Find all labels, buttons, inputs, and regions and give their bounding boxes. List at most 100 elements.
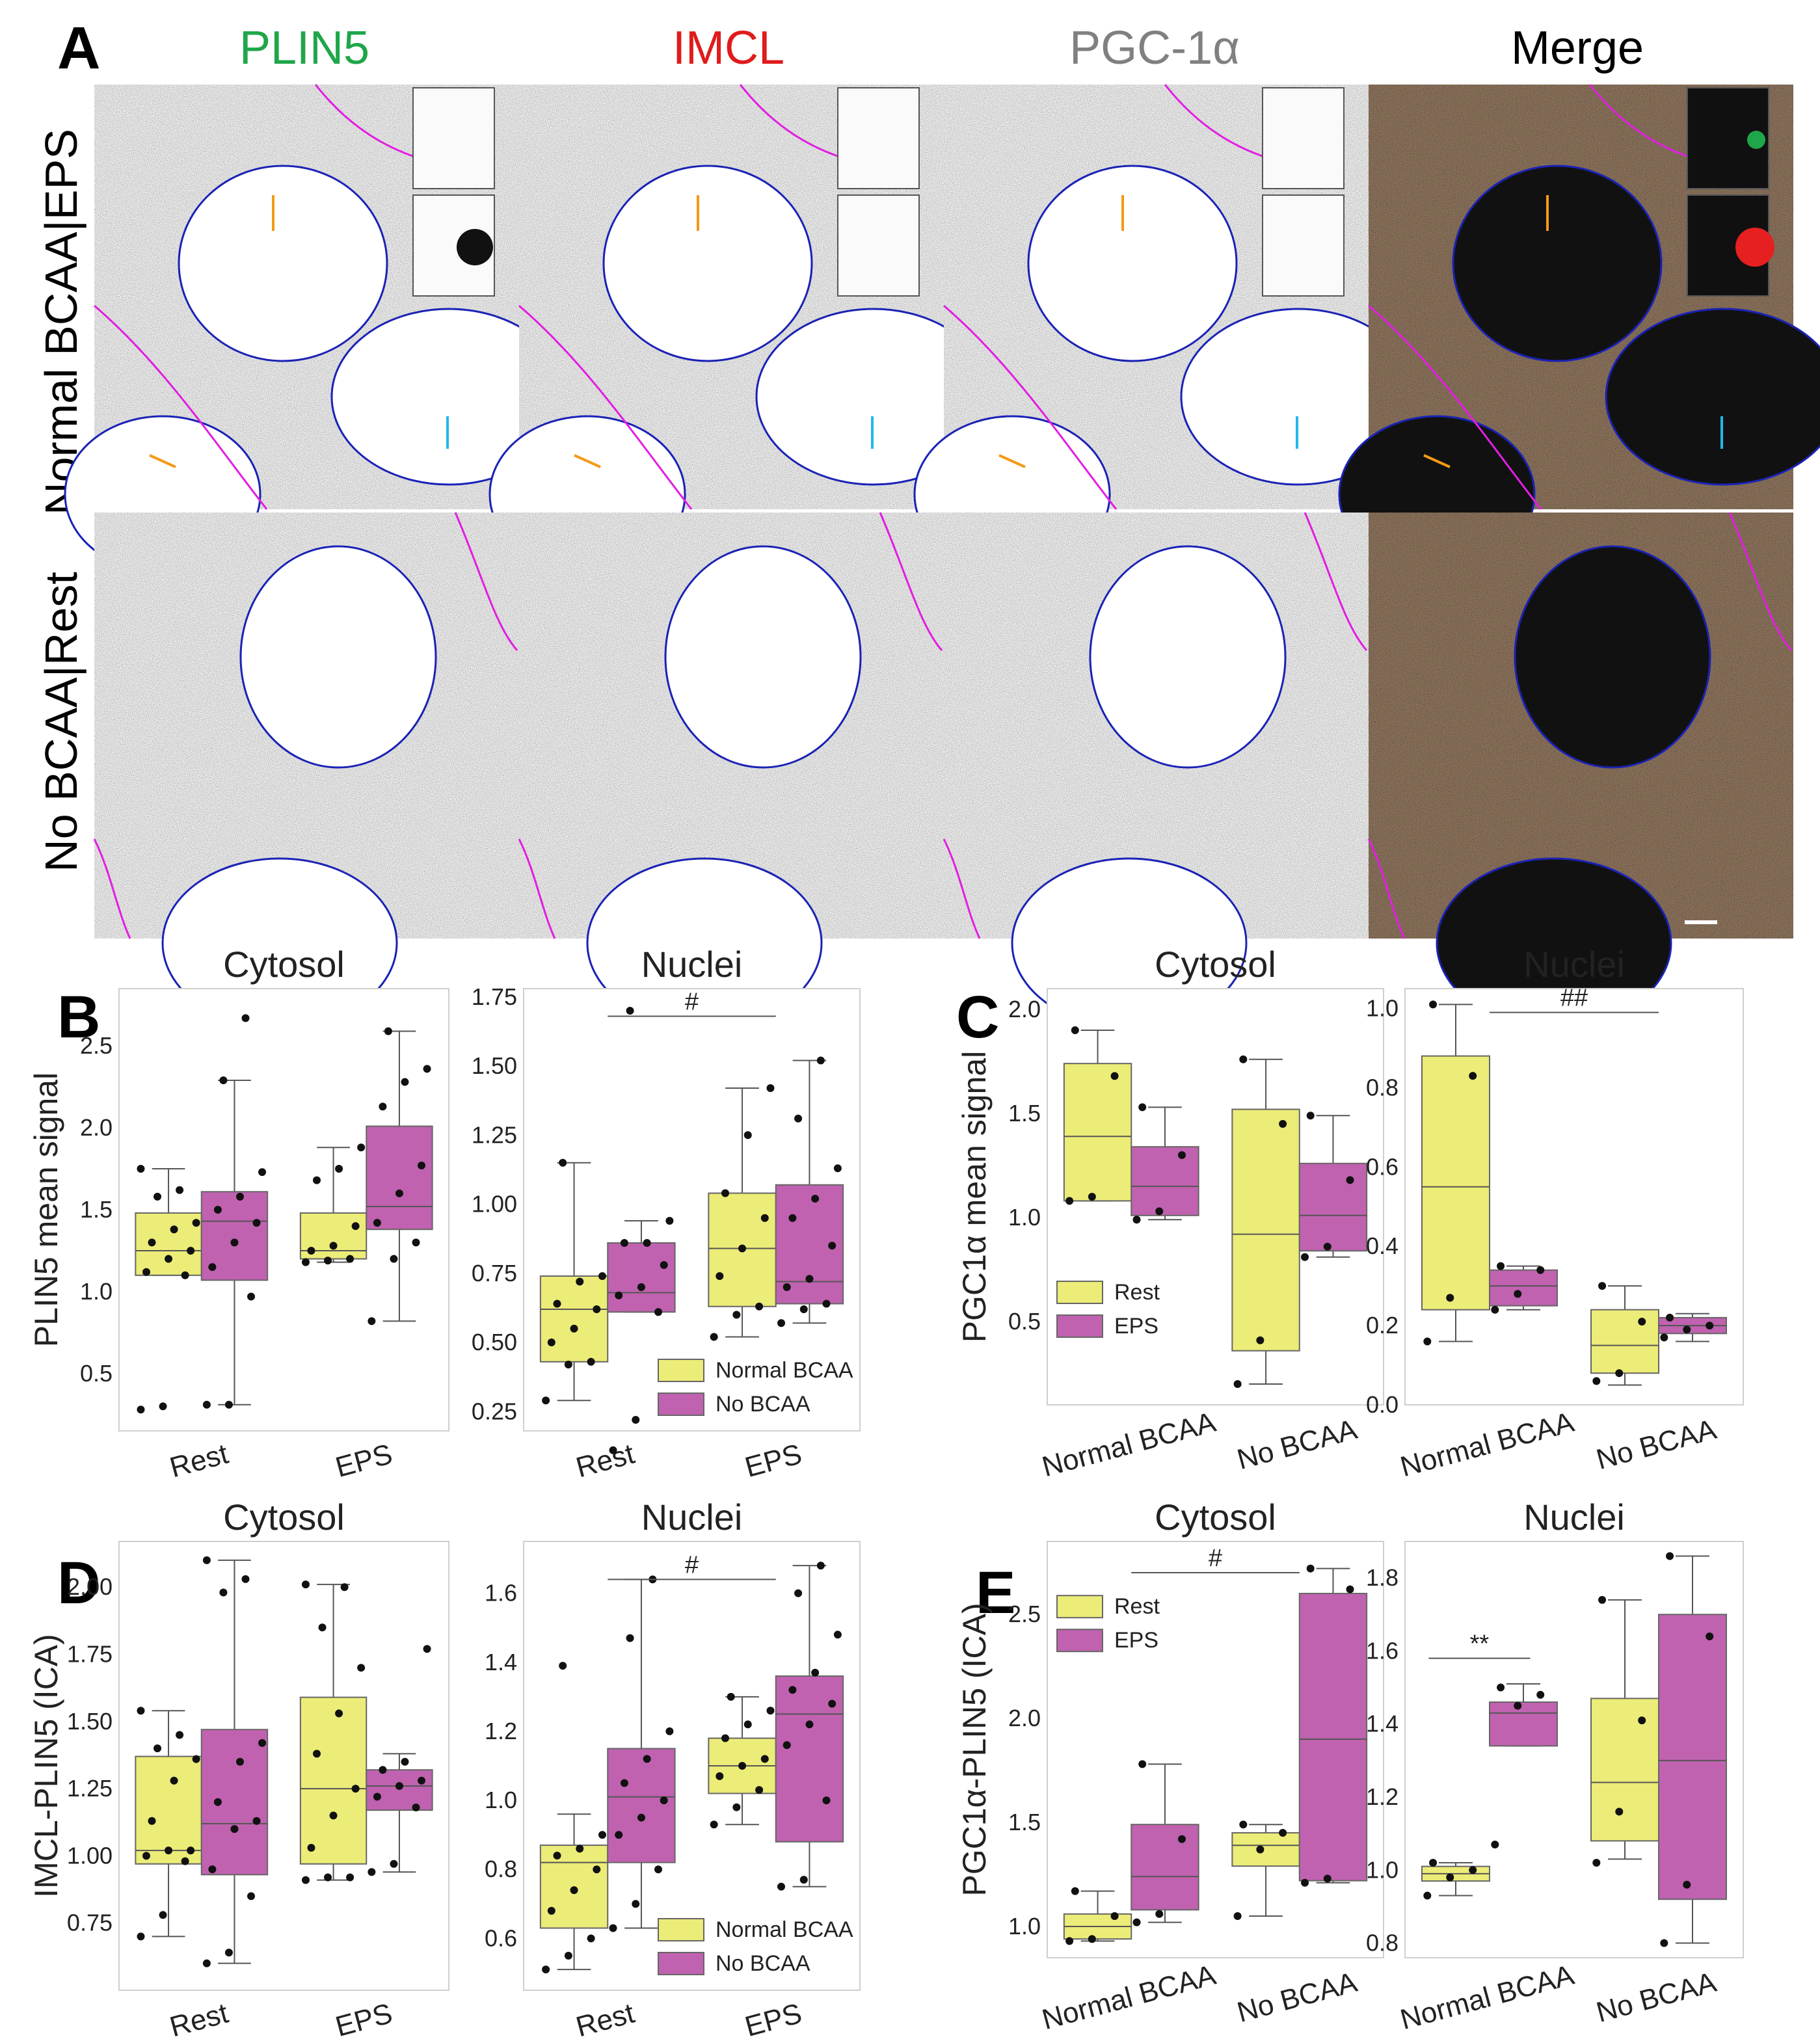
box-iqr [1231, 1108, 1300, 1352]
data-point [660, 1796, 668, 1805]
data-point [777, 1882, 786, 1891]
data-point [1110, 1912, 1119, 1920]
data-point [170, 1225, 178, 1234]
data-point [241, 1575, 250, 1583]
significance-mark: # [1209, 1545, 1222, 1572]
y-tick-label: 1.00 [472, 1191, 517, 1218]
data-point [142, 1268, 150, 1276]
data-point [423, 1645, 431, 1653]
data-point [576, 1845, 584, 1853]
significance-mark: # [685, 989, 699, 1016]
legend-label: Normal BCAA [716, 1358, 853, 1383]
data-point [783, 1283, 791, 1291]
data-point [755, 1786, 764, 1794]
chart-b-nuc: Nuclei 0.25 0.50 0.75 1.00 1.25 1.50 1.75 Rest EP… [472, 944, 861, 1484]
data-point [710, 1333, 718, 1341]
significance-mark: ## [1560, 985, 1588, 1012]
data-point [312, 1176, 321, 1184]
legend-label: Normal BCAA [716, 1917, 853, 1942]
data-point [766, 1084, 775, 1092]
data-point [176, 1731, 184, 1739]
panel-a: A PLIN5 IMCL PGC-1α Merge Normal BCAA|EP… [36, 15, 1820, 1029]
box-iqr [1298, 1162, 1368, 1252]
y-tick-label: 0.50 [472, 1329, 517, 1355]
data-point [553, 1852, 561, 1859]
data-point [247, 1292, 256, 1301]
x-tick-label: No BCAA [1234, 1966, 1361, 2029]
data-point [615, 1291, 623, 1299]
scale-bar [1685, 920, 1717, 924]
data-point [1683, 1326, 1691, 1334]
data-point [1666, 1552, 1674, 1560]
box-rest [1063, 1026, 1132, 1205]
nucleus-outline [664, 545, 862, 769]
data-point [609, 1924, 617, 1932]
membrane-line [943, 304, 1117, 510]
data-point [329, 1242, 338, 1250]
legend-swatch [1056, 1595, 1103, 1619]
y-tick-label: 1.0 [1366, 1856, 1398, 1883]
data-point [1423, 1337, 1432, 1346]
data-point [654, 1865, 663, 1874]
data-point [1660, 1333, 1668, 1342]
data-point [335, 1709, 343, 1718]
panel-label-a: A [57, 15, 100, 81]
legend-swatch [658, 1393, 704, 1416]
data-point [213, 1798, 222, 1806]
data-point [1301, 1253, 1309, 1261]
panel-label-c: C [956, 984, 999, 1050]
data-point [373, 1792, 381, 1801]
box-no-bcaa [200, 1014, 269, 1409]
data-point [329, 1811, 338, 1820]
y-tick-label: 0.8 [485, 1856, 517, 1882]
y-tick-label: 1.4 [485, 1649, 517, 1675]
chart-c-cyto: C Cytosol 0.5 1.0 1.5 2.0 PGC1α mean signal Nor… [956, 944, 1384, 1483]
data-point [643, 1239, 651, 1247]
y-tick-label: 0.5 [80, 1360, 113, 1387]
data-point [368, 1317, 376, 1326]
legend-swatch [658, 1952, 704, 1975]
data-point [1446, 1294, 1454, 1302]
column-title-merge: Merge [1511, 22, 1644, 74]
data-point [760, 1755, 769, 1763]
membrane-line [1304, 512, 1368, 651]
nucleus-outline [1027, 165, 1238, 362]
box-iqr [200, 1729, 269, 1876]
data-point [1088, 1193, 1096, 1201]
data-point [1514, 1290, 1522, 1298]
data-point [587, 1934, 595, 1943]
data-point [379, 1766, 387, 1774]
box-rest [1590, 1595, 1659, 1867]
box-iqr [1590, 1309, 1659, 1374]
data-point [192, 1219, 200, 1227]
data-point [1065, 1197, 1074, 1205]
micrograph-tile [1338, 84, 1820, 574]
data-point [1638, 1716, 1646, 1725]
data-point [159, 1911, 167, 1919]
data-point [202, 1959, 211, 1967]
data-point [1155, 1910, 1164, 1918]
box-iqr [299, 1696, 368, 1865]
data-point [564, 1951, 572, 1960]
data-point [766, 1707, 775, 1715]
data-point [1178, 1835, 1186, 1843]
data-point [755, 1302, 764, 1311]
data-point [805, 1275, 814, 1283]
box-no-bcaa [607, 1007, 676, 1454]
y-tick-label: 1.2 [1366, 1783, 1398, 1810]
data-point [412, 1238, 420, 1247]
data-point [721, 1189, 729, 1197]
data-point [598, 1272, 606, 1280]
legend-label: EPS [1114, 1314, 1158, 1339]
membrane-line [1368, 304, 1542, 510]
data-point [202, 1400, 211, 1409]
data-point [340, 1583, 349, 1592]
membrane-line [879, 512, 943, 651]
data-point [637, 1813, 645, 1822]
nucleus-outline [1089, 545, 1287, 769]
data-point [1301, 1878, 1309, 1887]
box-iqr [1590, 1698, 1659, 1842]
legend-swatch [658, 1918, 704, 1941]
inset-top [412, 87, 495, 189]
